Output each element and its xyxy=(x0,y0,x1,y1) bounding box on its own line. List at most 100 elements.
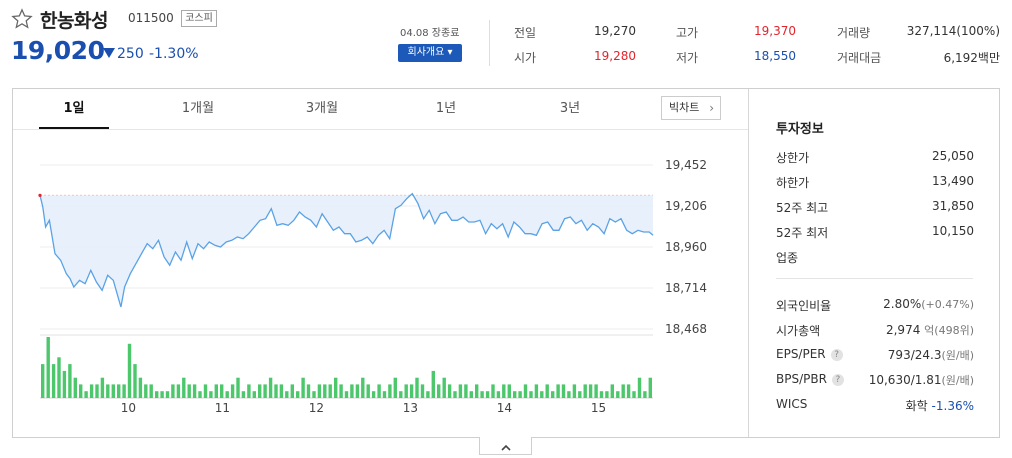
volume-bar xyxy=(46,337,50,398)
lower-limit-label: 하한가 xyxy=(776,176,810,190)
volume-bar xyxy=(95,384,99,398)
eps-per-text: EPS/PER xyxy=(776,347,826,361)
volume-bar xyxy=(111,384,115,398)
current-price: 19,020 xyxy=(11,36,105,65)
volume-bar xyxy=(350,384,354,398)
market-badge: 코스피 xyxy=(181,10,217,27)
wics-sector[interactable]: 화학 xyxy=(905,399,928,413)
volume-bar xyxy=(545,384,549,398)
volume-bar xyxy=(301,377,305,398)
volume-bar xyxy=(561,384,566,398)
volume-bar xyxy=(182,377,186,398)
volume-bar xyxy=(366,384,370,398)
volume-bar xyxy=(371,391,376,398)
price-chart[interactable]: 19,452 19,206 18,960 18,714 18,468 10 11 12 13 14… xyxy=(13,130,748,437)
volume-bar xyxy=(155,391,159,398)
volume-bar xyxy=(534,384,539,398)
volume-bar xyxy=(594,384,598,398)
volume-bar xyxy=(203,384,208,398)
bps-pbr-value: 10,630/1.81(원/배) xyxy=(840,372,974,388)
volume-bar xyxy=(214,384,218,398)
market-cap-rank: 억(498위) xyxy=(924,324,974,337)
help-icon[interactable]: ? xyxy=(830,348,843,361)
x-tick-label: 15 xyxy=(591,401,606,415)
volume-bar xyxy=(578,391,582,398)
volume-bar xyxy=(160,391,164,398)
price-series-line xyxy=(39,192,654,308)
volume-bar xyxy=(339,384,343,398)
tab-3month[interactable]: 3개월 xyxy=(305,101,339,116)
volume-bar xyxy=(192,384,197,398)
volume-bar xyxy=(469,391,473,398)
foreign-ratio-number: 2.80% xyxy=(883,297,922,311)
volume-bar xyxy=(518,391,522,398)
open-label: 시가 xyxy=(514,51,537,65)
volume-bar xyxy=(274,384,278,398)
header-divider xyxy=(489,20,490,66)
y-tick-label: 18,468 xyxy=(665,322,707,336)
company-overview-button[interactable]: 회사개요 ▾ xyxy=(398,44,462,62)
volume-bar xyxy=(648,377,652,398)
volume-bar xyxy=(442,377,446,398)
big-chart-label: 빅차트 xyxy=(669,101,700,114)
volume-bar xyxy=(643,391,647,398)
tab-1year[interactable]: 1년 xyxy=(435,101,457,116)
volume-bar xyxy=(475,384,479,398)
volume-bar xyxy=(328,384,332,398)
volume-bar xyxy=(502,384,506,398)
volume-bar xyxy=(447,384,452,398)
volume-bar xyxy=(572,384,577,398)
upper-limit-value: 25,050 xyxy=(932,149,974,163)
volume-bar xyxy=(426,391,430,398)
collapse-chart-button[interactable] xyxy=(479,437,532,455)
tab-1month[interactable]: 1개월 xyxy=(181,101,215,116)
volume-bar xyxy=(485,391,490,398)
bps-pbr-text: BPS/PBR xyxy=(776,372,827,386)
tab-1day[interactable]: 1일 xyxy=(39,89,109,129)
volume-bar xyxy=(605,391,609,398)
volume-bar xyxy=(51,364,56,398)
x-tick-label: 14 xyxy=(497,401,512,415)
volume-bar xyxy=(296,391,300,398)
volume-bar xyxy=(377,384,381,398)
high-label: 고가 xyxy=(676,26,699,40)
volume-bar xyxy=(165,391,170,398)
big-chart-button[interactable]: 빅차트 › xyxy=(661,96,721,120)
volume-bar xyxy=(583,384,587,398)
bps-pbr-unit: (원/배) xyxy=(941,374,974,387)
volume-bar xyxy=(57,357,61,398)
volume-bar xyxy=(496,391,501,398)
tab-3year[interactable]: 3년 xyxy=(559,101,581,116)
52w-high-label: 52주 최고 xyxy=(776,201,829,215)
volume-value: 327,114(100%) xyxy=(906,24,1000,38)
x-tick-label: 10 xyxy=(121,401,136,415)
help-icon[interactable]: ? xyxy=(831,373,844,386)
eps-per-label: EPS/PER? xyxy=(776,347,843,361)
volume-bar xyxy=(626,384,631,398)
volume-bar xyxy=(513,391,517,398)
wics-value: 화학 -1.36% xyxy=(840,397,974,414)
volume-bar xyxy=(420,384,425,398)
volume-bar xyxy=(388,384,392,398)
x-tick-label: 11 xyxy=(215,401,230,415)
volume-bar xyxy=(106,384,110,398)
volume-bar xyxy=(84,391,88,398)
volume-bar xyxy=(588,384,593,398)
volume-bar xyxy=(323,384,327,398)
52w-high-value: 31,850 xyxy=(932,199,974,213)
volume-bar xyxy=(268,377,273,398)
volume-bar xyxy=(171,384,175,398)
stock-code: 011500 xyxy=(128,11,174,25)
volume-bar xyxy=(149,384,153,398)
wics-change: -1.36% xyxy=(931,399,974,413)
52w-low-label: 52주 최저 xyxy=(776,226,829,240)
eps-per-unit: (원/배) xyxy=(941,349,974,362)
market-cap-value: 2,974 억(498위) xyxy=(840,322,974,338)
volume-bar xyxy=(507,384,511,398)
prev-close-label: 전일 xyxy=(514,26,537,40)
volume-bar xyxy=(621,384,625,398)
y-tick-label: 19,206 xyxy=(665,199,707,213)
favorite-star-icon[interactable] xyxy=(11,8,33,30)
volume-bar xyxy=(62,370,67,398)
open-value: 19,280 xyxy=(594,49,636,63)
